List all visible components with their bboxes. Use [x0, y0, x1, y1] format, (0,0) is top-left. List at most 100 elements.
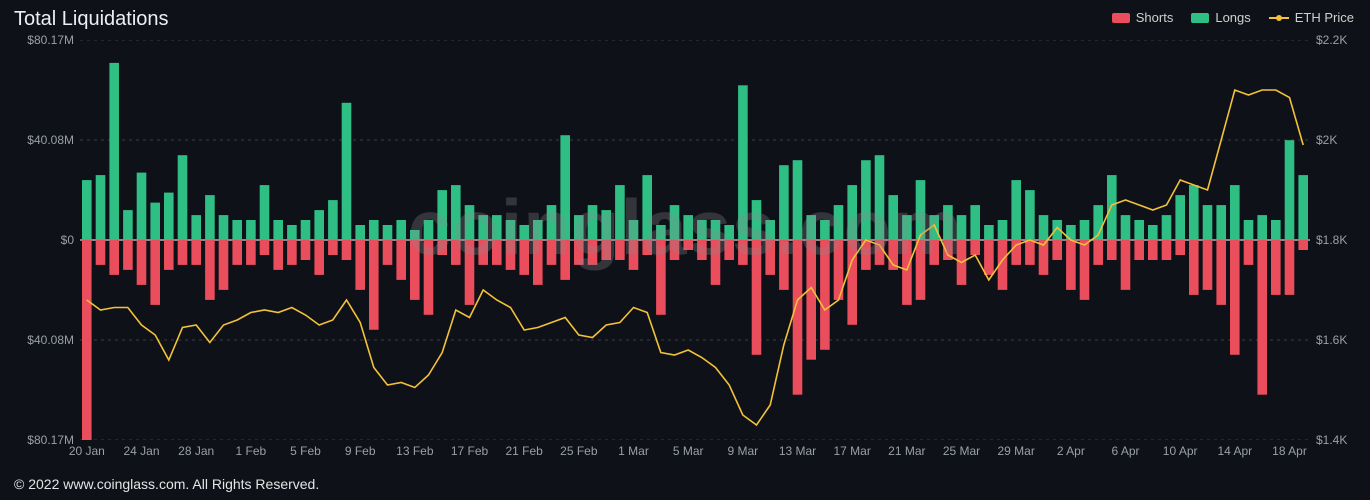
bar-shorts[interactable] — [437, 240, 447, 255]
bar-longs[interactable] — [697, 220, 707, 240]
bar-shorts[interactable] — [1189, 240, 1199, 295]
bar-shorts[interactable] — [164, 240, 174, 270]
bar-shorts[interactable] — [424, 240, 434, 315]
bar-shorts[interactable] — [287, 240, 297, 265]
bar-shorts[interactable] — [396, 240, 406, 280]
bar-shorts[interactable] — [560, 240, 570, 280]
bar-longs[interactable] — [492, 215, 502, 240]
bar-shorts[interactable] — [765, 240, 775, 275]
bar-longs[interactable] — [875, 155, 885, 240]
bar-longs[interactable] — [1257, 215, 1267, 240]
bar-shorts[interactable] — [1162, 240, 1172, 260]
bar-longs[interactable] — [1230, 185, 1240, 240]
bar-shorts[interactable] — [1134, 240, 1144, 260]
bar-shorts[interactable] — [902, 240, 912, 305]
bar-shorts[interactable] — [697, 240, 707, 260]
bar-longs[interactable] — [656, 225, 666, 240]
bar-shorts[interactable] — [1203, 240, 1213, 290]
bar-shorts[interactable] — [369, 240, 379, 330]
bar-longs[interactable] — [96, 175, 106, 240]
bar-longs[interactable] — [519, 225, 529, 240]
bar-longs[interactable] — [861, 160, 871, 240]
bar-shorts[interactable] — [1230, 240, 1240, 355]
bar-longs[interactable] — [1189, 185, 1199, 240]
bar-shorts[interactable] — [656, 240, 666, 315]
bar-longs[interactable] — [465, 205, 475, 240]
bar-longs[interactable] — [588, 205, 598, 240]
bar-longs[interactable] — [738, 85, 748, 240]
bar-shorts[interactable] — [929, 240, 939, 265]
bar-shorts[interactable] — [806, 240, 816, 360]
bar-longs[interactable] — [1107, 175, 1117, 240]
bar-longs[interactable] — [410, 230, 420, 240]
bar-longs[interactable] — [998, 220, 1008, 240]
bar-shorts[interactable] — [683, 240, 693, 250]
bar-longs[interactable] — [164, 193, 174, 240]
bar-shorts[interactable] — [588, 240, 598, 265]
bar-longs[interactable] — [383, 225, 393, 240]
bar-shorts[interactable] — [492, 240, 502, 265]
bar-longs[interactable] — [1011, 180, 1021, 240]
bar-shorts[interactable] — [219, 240, 229, 290]
bar-shorts[interactable] — [642, 240, 652, 255]
bar-longs[interactable] — [137, 173, 147, 240]
bar-longs[interactable] — [806, 215, 816, 240]
bar-shorts[interactable] — [1175, 240, 1185, 255]
bar-shorts[interactable] — [232, 240, 242, 265]
bar-shorts[interactable] — [96, 240, 106, 265]
bar-shorts[interactable] — [109, 240, 119, 275]
bar-longs[interactable] — [533, 220, 543, 240]
bar-shorts[interactable] — [615, 240, 625, 260]
bar-longs[interactable] — [957, 215, 967, 240]
bar-shorts[interactable] — [629, 240, 639, 270]
bar-longs[interactable] — [902, 215, 912, 240]
bar-longs[interactable] — [724, 225, 734, 240]
bar-shorts[interactable] — [260, 240, 270, 255]
bar-longs[interactable] — [629, 220, 639, 240]
bar-longs[interactable] — [793, 160, 803, 240]
bar-shorts[interactable] — [574, 240, 584, 265]
bar-longs[interactable] — [670, 205, 680, 240]
bar-longs[interactable] — [1298, 175, 1308, 240]
bar-shorts[interactable] — [1066, 240, 1076, 290]
bar-longs[interactable] — [178, 155, 188, 240]
legend-item-price[interactable]: ETH Price — [1269, 10, 1354, 25]
bar-shorts[interactable] — [205, 240, 215, 300]
bar-longs[interactable] — [150, 203, 160, 240]
bar-longs[interactable] — [683, 215, 693, 240]
chart-plot-area[interactable] — [80, 40, 1310, 440]
bar-longs[interactable] — [273, 220, 283, 240]
bar-shorts[interactable] — [150, 240, 160, 305]
bar-shorts[interactable] — [820, 240, 830, 350]
bar-longs[interactable] — [601, 210, 611, 240]
bar-longs[interactable] — [424, 220, 434, 240]
bar-longs[interactable] — [342, 103, 352, 240]
bar-shorts[interactable] — [533, 240, 543, 285]
bar-shorts[interactable] — [724, 240, 734, 260]
bar-shorts[interactable] — [793, 240, 803, 395]
bar-longs[interactable] — [314, 210, 324, 240]
bar-longs[interactable] — [1134, 220, 1144, 240]
bar-longs[interactable] — [260, 185, 270, 240]
bar-longs[interactable] — [355, 225, 365, 240]
bar-longs[interactable] — [820, 220, 830, 240]
bar-longs[interactable] — [1271, 220, 1281, 240]
bar-shorts[interactable] — [123, 240, 133, 270]
bar-shorts[interactable] — [301, 240, 311, 260]
bar-shorts[interactable] — [328, 240, 338, 255]
bar-shorts[interactable] — [970, 240, 980, 255]
bar-longs[interactable] — [752, 200, 762, 240]
bar-longs[interactable] — [451, 185, 461, 240]
bar-shorts[interactable] — [410, 240, 420, 300]
bar-longs[interactable] — [711, 220, 721, 240]
bar-shorts[interactable] — [314, 240, 324, 275]
bar-longs[interactable] — [1039, 215, 1049, 240]
bar-shorts[interactable] — [670, 240, 680, 260]
bar-shorts[interactable] — [738, 240, 748, 265]
bar-longs[interactable] — [287, 225, 297, 240]
bar-longs[interactable] — [984, 225, 994, 240]
bar-shorts[interactable] — [82, 240, 92, 440]
bar-shorts[interactable] — [1080, 240, 1090, 300]
bar-longs[interactable] — [191, 215, 201, 240]
bar-shorts[interactable] — [1093, 240, 1103, 265]
